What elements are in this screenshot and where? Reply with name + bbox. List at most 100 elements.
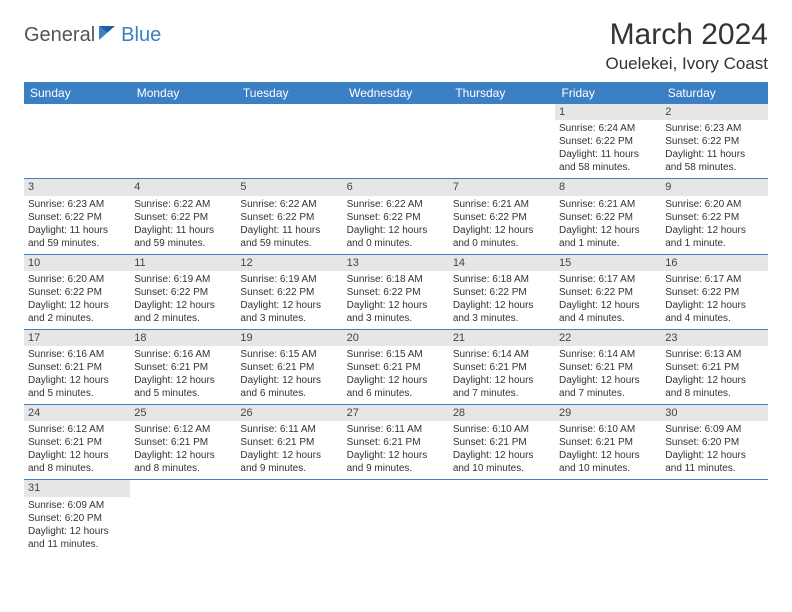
calendar-cell bbox=[343, 104, 449, 179]
calendar-cell: 31Sunrise: 6:09 AMSunset: 6:20 PMDayligh… bbox=[24, 480, 130, 555]
daylight1-text: Daylight: 12 hours bbox=[559, 224, 657, 237]
day-number: 9 bbox=[661, 179, 767, 195]
calendar-cell: 26Sunrise: 6:11 AMSunset: 6:21 PMDayligh… bbox=[236, 405, 342, 480]
daylight2-text: and 8 minutes. bbox=[134, 462, 232, 475]
day-number: 14 bbox=[449, 255, 555, 271]
day-number: 16 bbox=[661, 255, 767, 271]
sunset-text: Sunset: 6:21 PM bbox=[134, 361, 232, 374]
daylight1-text: Daylight: 12 hours bbox=[347, 299, 445, 312]
sunset-text: Sunset: 6:21 PM bbox=[240, 361, 338, 374]
day-number: 22 bbox=[555, 330, 661, 346]
sunrise-text: Sunrise: 6:17 AM bbox=[559, 273, 657, 286]
sunrise-text: Sunrise: 6:21 AM bbox=[453, 198, 551, 211]
daylight1-text: Daylight: 12 hours bbox=[28, 449, 126, 462]
sunset-text: Sunset: 6:21 PM bbox=[28, 361, 126, 374]
day-header-row: Sunday Monday Tuesday Wednesday Thursday… bbox=[24, 82, 768, 104]
daylight2-text: and 5 minutes. bbox=[28, 387, 126, 400]
daylight1-text: Daylight: 12 hours bbox=[134, 374, 232, 387]
day-number: 26 bbox=[236, 405, 342, 421]
day-header: Wednesday bbox=[343, 82, 449, 104]
calendar-cell: 7 Sunrise: 6:21 AMSunset: 6:22 PMDaylight… bbox=[449, 179, 555, 254]
day-number: 15 bbox=[555, 255, 661, 271]
sunset-text: Sunset: 6:21 PM bbox=[453, 436, 551, 449]
daylight2-text: and 7 minutes. bbox=[453, 387, 551, 400]
sunset-text: Sunset: 6:22 PM bbox=[347, 211, 445, 224]
calendar-cell bbox=[236, 480, 342, 555]
calendar-row: 3Sunrise: 6:23 AMSunset: 6:22 PMDaylight… bbox=[24, 179, 768, 254]
calendar-cell: 11Sunrise: 6:19 AMSunset: 6:22 PMDayligh… bbox=[130, 254, 236, 329]
calendar-cell: 19Sunrise: 6:15 AMSunset: 6:21 PMDayligh… bbox=[236, 329, 342, 404]
sunrise-text: Sunrise: 6:24 AM bbox=[559, 122, 657, 135]
daylight2-text: and 3 minutes. bbox=[453, 312, 551, 325]
calendar-cell: 18Sunrise: 6:16 AMSunset: 6:21 PMDayligh… bbox=[130, 329, 236, 404]
sunrise-text: Sunrise: 6:18 AM bbox=[453, 273, 551, 286]
day-number: 13 bbox=[343, 255, 449, 271]
daylight1-text: Daylight: 12 hours bbox=[665, 224, 763, 237]
calendar-row: 24Sunrise: 6:12 AMSunset: 6:21 PMDayligh… bbox=[24, 405, 768, 480]
day-number: 6 bbox=[343, 179, 449, 195]
calendar-cell: 12Sunrise: 6:19 AMSunset: 6:22 PMDayligh… bbox=[236, 254, 342, 329]
daylight2-text: and 10 minutes. bbox=[559, 462, 657, 475]
calendar-cell: 15Sunrise: 6:17 AMSunset: 6:22 PMDayligh… bbox=[555, 254, 661, 329]
daylight2-text: and 9 minutes. bbox=[347, 462, 445, 475]
sunset-text: Sunset: 6:22 PM bbox=[347, 286, 445, 299]
sunset-text: Sunset: 6:22 PM bbox=[559, 286, 657, 299]
sunrise-text: Sunrise: 6:11 AM bbox=[240, 423, 338, 436]
calendar-cell: 3Sunrise: 6:23 AMSunset: 6:22 PMDaylight… bbox=[24, 179, 130, 254]
sunrise-text: Sunrise: 6:20 AM bbox=[665, 198, 763, 211]
daylight2-text: and 1 minute. bbox=[665, 237, 763, 250]
calendar-cell bbox=[661, 480, 767, 555]
daylight2-text: and 10 minutes. bbox=[453, 462, 551, 475]
calendar-cell bbox=[24, 104, 130, 179]
daylight2-text: and 3 minutes. bbox=[240, 312, 338, 325]
day-number: 4 bbox=[130, 179, 236, 195]
calendar-cell: 8Sunrise: 6:21 AMSunset: 6:22 PMDaylight… bbox=[555, 179, 661, 254]
daylight1-text: Daylight: 12 hours bbox=[453, 299, 551, 312]
daylight1-text: Daylight: 12 hours bbox=[134, 299, 232, 312]
sunset-text: Sunset: 6:22 PM bbox=[134, 211, 232, 224]
title-block: March 2024 Ouelekei, Ivory Coast bbox=[605, 18, 768, 74]
sunrise-text: Sunrise: 6:10 AM bbox=[453, 423, 551, 436]
daylight1-text: Daylight: 12 hours bbox=[665, 374, 763, 387]
calendar-cell: 2Sunrise: 6:23 AMSunset: 6:22 PMDaylight… bbox=[661, 104, 767, 179]
sunset-text: Sunset: 6:22 PM bbox=[453, 211, 551, 224]
day-number: 8 bbox=[555, 179, 661, 195]
sunset-text: Sunset: 6:21 PM bbox=[28, 436, 126, 449]
daylight2-text: and 8 minutes. bbox=[665, 387, 763, 400]
daylight1-text: Daylight: 12 hours bbox=[559, 374, 657, 387]
day-number: 30 bbox=[661, 405, 767, 421]
daylight2-text: and 1 minute. bbox=[559, 237, 657, 250]
calendar-cell: 4Sunrise: 6:22 AMSunset: 6:22 PMDaylight… bbox=[130, 179, 236, 254]
day-number: 7 bbox=[449, 179, 555, 195]
day-number: 1 bbox=[555, 104, 661, 120]
day-header: Friday bbox=[555, 82, 661, 104]
daylight1-text: Daylight: 12 hours bbox=[453, 224, 551, 237]
daylight2-text: and 9 minutes. bbox=[240, 462, 338, 475]
calendar-cell: 20Sunrise: 6:15 AMSunset: 6:21 PMDayligh… bbox=[343, 329, 449, 404]
sunset-text: Sunset: 6:21 PM bbox=[240, 436, 338, 449]
daylight1-text: Daylight: 12 hours bbox=[665, 299, 763, 312]
sunrise-text: Sunrise: 6:17 AM bbox=[665, 273, 763, 286]
sunrise-text: Sunrise: 6:23 AM bbox=[665, 122, 763, 135]
day-number: 28 bbox=[449, 405, 555, 421]
day-header: Tuesday bbox=[236, 82, 342, 104]
logo-text-blue: Blue bbox=[121, 24, 161, 47]
sunset-text: Sunset: 6:21 PM bbox=[347, 361, 445, 374]
month-title: March 2024 bbox=[605, 18, 768, 52]
daylight1-text: Daylight: 12 hours bbox=[28, 374, 126, 387]
daylight1-text: Daylight: 12 hours bbox=[134, 449, 232, 462]
day-number: 5 bbox=[236, 179, 342, 195]
daylight1-text: Daylight: 12 hours bbox=[28, 299, 126, 312]
calendar-cell bbox=[449, 480, 555, 555]
daylight2-text: and 7 minutes. bbox=[559, 387, 657, 400]
sunset-text: Sunset: 6:22 PM bbox=[28, 211, 126, 224]
logo-text-general: General bbox=[24, 24, 95, 47]
sunrise-text: Sunrise: 6:10 AM bbox=[559, 423, 657, 436]
day-number: 24 bbox=[24, 405, 130, 421]
calendar-cell: 5Sunrise: 6:22 AMSunset: 6:22 PMDaylight… bbox=[236, 179, 342, 254]
sunset-text: Sunset: 6:21 PM bbox=[453, 361, 551, 374]
calendar-cell: 28Sunrise: 6:10 AMSunset: 6:21 PMDayligh… bbox=[449, 405, 555, 480]
daylight1-text: Daylight: 12 hours bbox=[347, 374, 445, 387]
daylight1-text: Daylight: 12 hours bbox=[559, 449, 657, 462]
calendar-cell: 30Sunrise: 6:09 AMSunset: 6:20 PMDayligh… bbox=[661, 405, 767, 480]
